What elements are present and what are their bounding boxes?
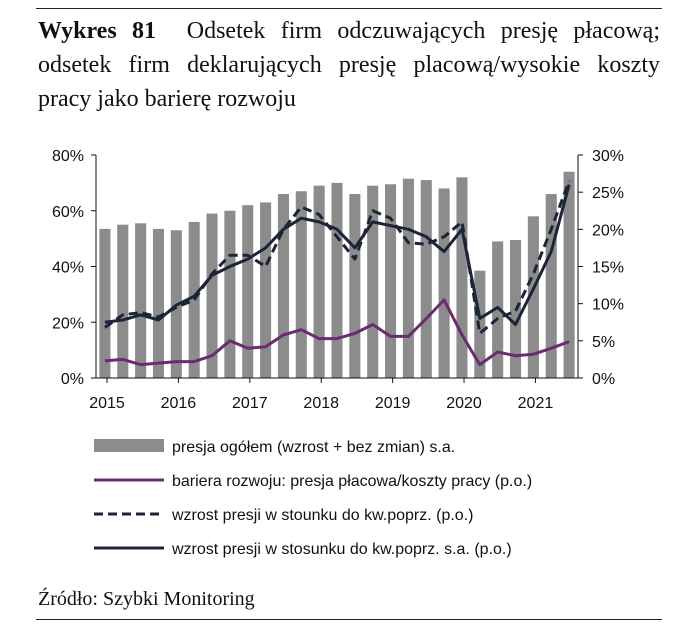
bar <box>188 221 200 378</box>
right-tick-label: 10% <box>592 297 624 314</box>
bar <box>99 228 111 378</box>
bar <box>295 191 307 378</box>
bar <box>152 228 165 378</box>
bar <box>456 177 468 378</box>
right-tick-label: 0% <box>592 371 615 388</box>
left-tick-label: 60% <box>52 204 84 221</box>
right-tick-label: 30% <box>592 148 624 165</box>
bar <box>545 194 557 378</box>
barrier-line <box>104 298 570 367</box>
bar <box>349 194 361 378</box>
bottom-rule <box>36 619 662 620</box>
right-tick-label: 15% <box>592 260 624 277</box>
left-tick-label: 20% <box>52 315 84 332</box>
bar-series <box>99 171 575 378</box>
legend-item-bars: presja ogółem (wzrost + bez zmian) s.a. <box>172 439 455 456</box>
bar <box>331 182 343 378</box>
figure-number: Wykres 81 <box>38 18 157 44</box>
source-note: Źródło: Szybki Monitoring <box>38 588 255 610</box>
x-tick-label: 2021 <box>518 395 554 412</box>
right-tick-label: 25% <box>592 185 624 202</box>
figure-title: Wykres 81 Odsetek firm odczuwających pre… <box>38 14 660 116</box>
bar <box>492 241 504 378</box>
right-tick-label: 5% <box>592 334 615 351</box>
legend-item-solid: wzrost presji w stosunku do kw.poprz. s.… <box>171 541 512 558</box>
x-tick-label: 2016 <box>161 395 197 412</box>
bar <box>206 213 218 378</box>
qoq-dashed-line <box>104 180 571 335</box>
bar <box>367 185 379 378</box>
x-tick-label: 2019 <box>375 395 411 412</box>
figure-title-text: Odsetek firm odczuwających presję płacow… <box>38 18 660 112</box>
line-series <box>104 180 571 367</box>
bar <box>563 171 575 378</box>
bar <box>385 184 397 378</box>
legend: presja ogółem (wzrost + bez zmian) s.a. b… <box>94 439 532 558</box>
x-tick-label: 2018 <box>303 395 339 412</box>
bar <box>438 188 450 378</box>
x-tick-label: 2015 <box>89 395 125 412</box>
legend-item-barrier: bariera rozwoju: presja płacowa/koszty p… <box>172 473 532 490</box>
right-tick-label: 20% <box>592 222 624 239</box>
x-tick-label: 2020 <box>446 395 482 412</box>
bar <box>402 178 414 378</box>
axes <box>91 154 583 383</box>
bar <box>260 202 272 378</box>
bar <box>527 216 539 378</box>
bar <box>117 224 129 378</box>
bar <box>242 205 254 378</box>
left-tick-label: 0% <box>61 371 84 388</box>
left-tick-label: 80% <box>52 148 84 165</box>
bar <box>420 180 432 378</box>
bar <box>224 210 236 378</box>
left-tick-label: 40% <box>52 260 84 277</box>
top-rule <box>36 8 662 9</box>
bar <box>135 223 147 378</box>
x-tick-label: 2017 <box>232 395 268 412</box>
legend-item-dashed: wzrost presji w stounku do kw.poprz. (p.… <box>171 507 473 524</box>
qoq-sa-line <box>104 184 571 326</box>
bar <box>277 194 289 378</box>
legend-swatch-bars <box>94 439 164 452</box>
bar <box>313 185 325 378</box>
tick-labels: 0% 20% 40% 60% 80% 0% 5% 10% 15% 20% 25% 30% 2015 201… <box>52 148 624 412</box>
